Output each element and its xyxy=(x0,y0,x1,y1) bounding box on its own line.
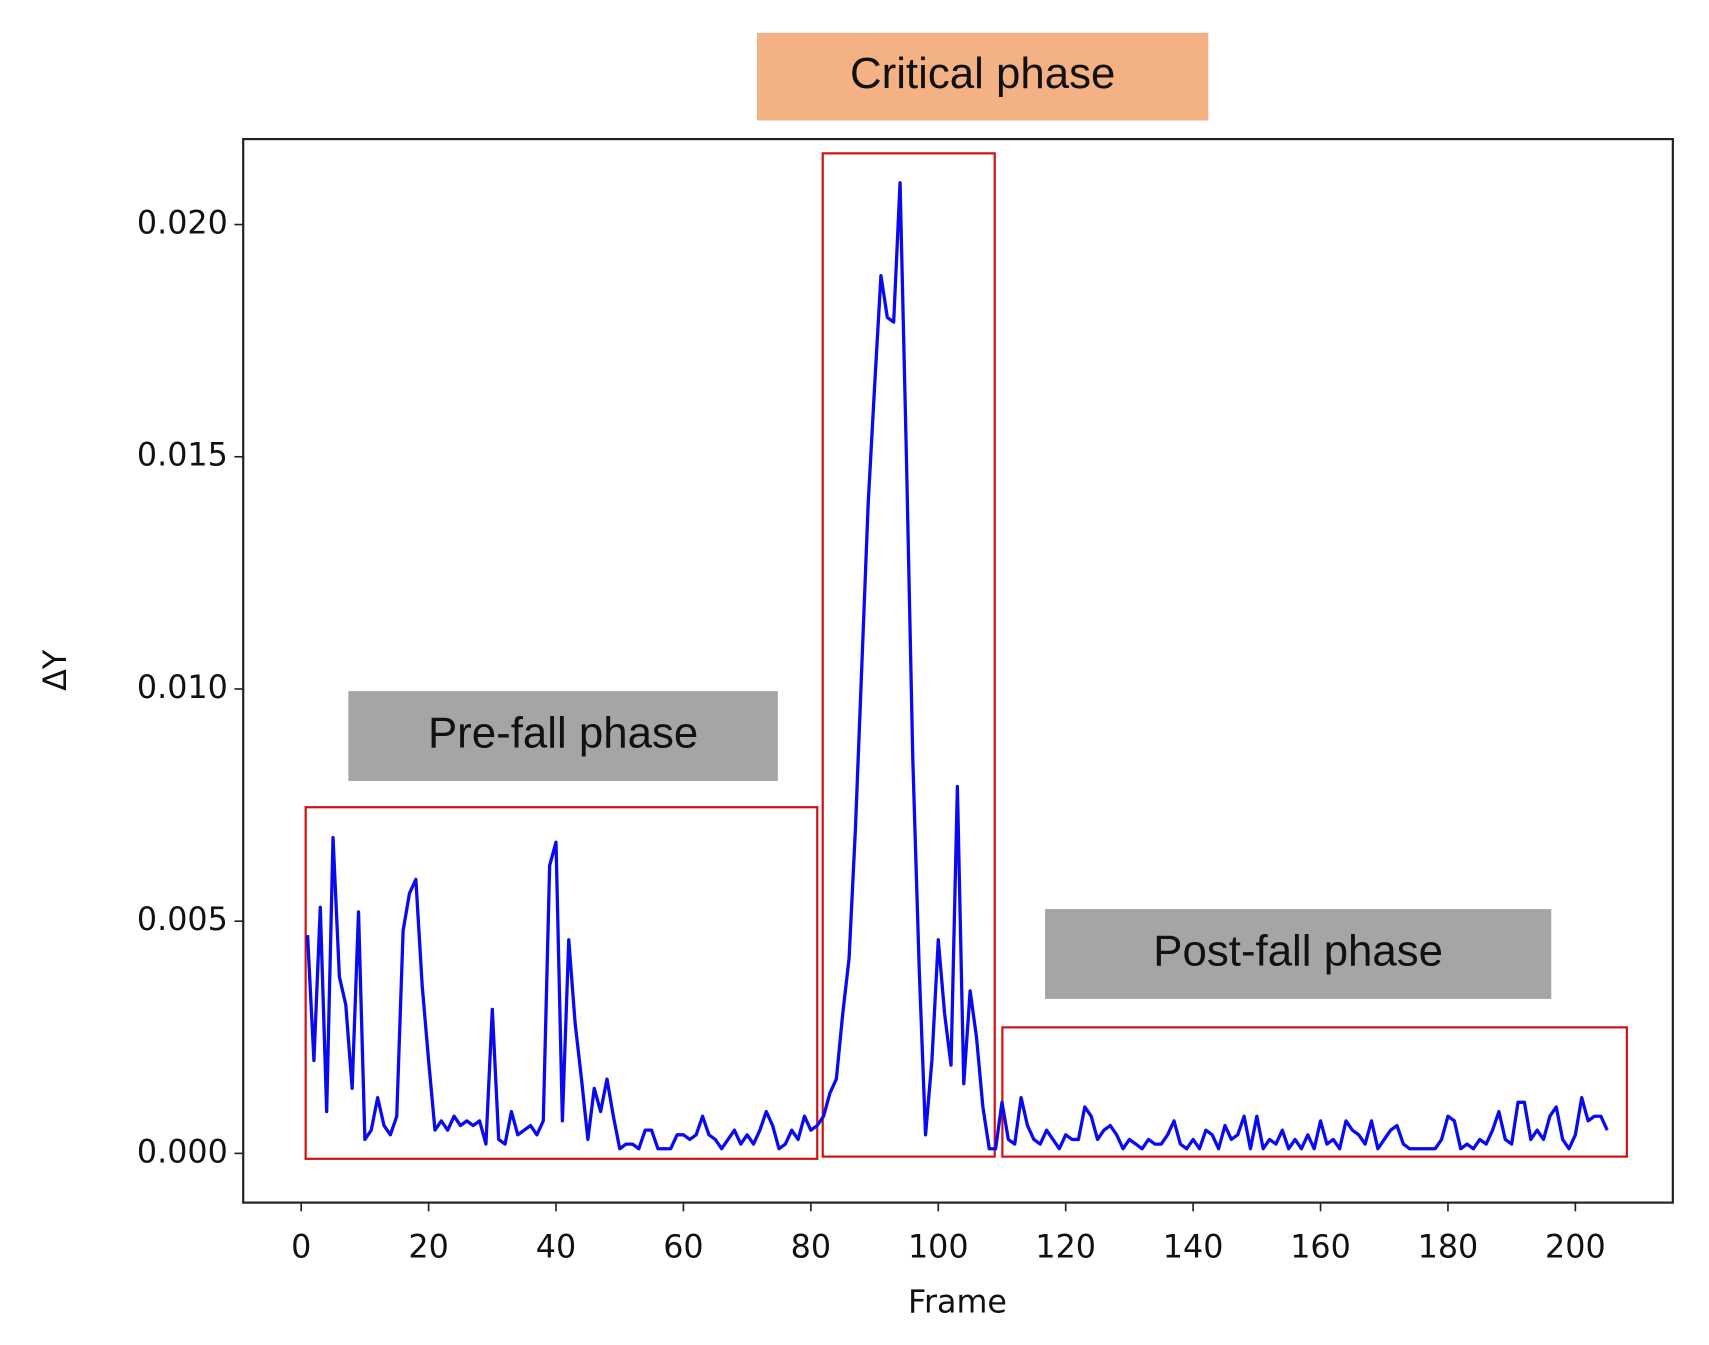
x-tick-label: 120 xyxy=(1035,1230,1096,1266)
x-axis-label: Frame xyxy=(908,1284,1007,1320)
y-tick-label: 0.000 xyxy=(137,1134,228,1170)
critical-label-box xyxy=(756,32,1209,121)
post-fall-region xyxy=(1001,1026,1628,1158)
annotation: Critical phase xyxy=(850,49,1115,98)
x-tick-label: 60 xyxy=(663,1230,703,1266)
x-tick-label: 140 xyxy=(1163,1230,1224,1266)
x-tick-label: 200 xyxy=(1545,1230,1606,1266)
y-tick-label: 0.010 xyxy=(137,670,228,706)
data-line xyxy=(305,181,1609,1151)
post-fall-label-box xyxy=(1045,909,1552,999)
x-tick-label: 180 xyxy=(1418,1230,1479,1266)
annotation: Post-fall phase xyxy=(1153,927,1443,976)
x-tick-label: 0 xyxy=(291,1230,311,1266)
y-axis-label: ΔY xyxy=(38,649,74,691)
pre-fall-region xyxy=(304,806,819,1160)
x-tick-label: 100 xyxy=(908,1230,969,1266)
x-tick-label: 80 xyxy=(791,1230,831,1266)
y-tick-label: 0.015 xyxy=(137,438,228,474)
x-tick-label: 20 xyxy=(408,1230,448,1266)
x-tick-label: 160 xyxy=(1290,1230,1351,1266)
x-tick-label: 40 xyxy=(536,1230,576,1266)
annotation: Pre-fall phase xyxy=(428,709,698,758)
y-tick-label: 0.020 xyxy=(137,206,228,242)
critical-region xyxy=(821,152,996,1158)
pre-fall-label-box xyxy=(348,691,778,781)
y-tick-label: 0.005 xyxy=(137,902,228,938)
plot-frame xyxy=(242,138,1674,1204)
